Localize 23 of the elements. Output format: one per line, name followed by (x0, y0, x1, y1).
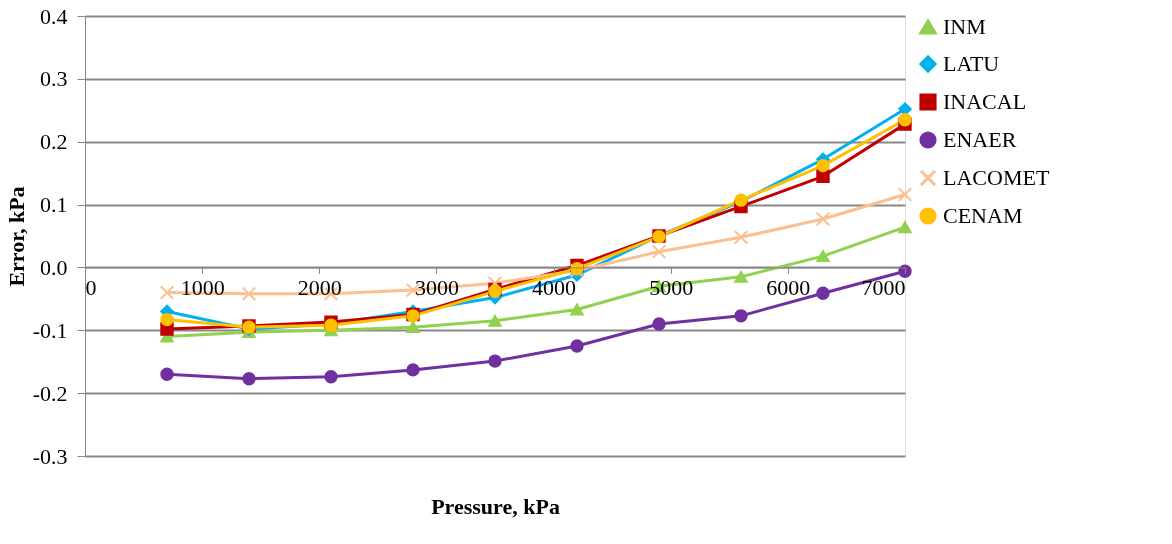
legend-label: LACOMET (943, 165, 1050, 190)
x-tick-label: 2000 (297, 274, 342, 300)
y-axis-title: Error, kPa (3, 186, 29, 287)
x-tick-label: 3000 (414, 274, 459, 300)
y-tick-label: 0.2 (40, 129, 68, 155)
legend-label: INACAL (943, 89, 1027, 114)
x-tick-label: 0 (85, 274, 97, 300)
x-tick-label: 6000 (766, 274, 811, 300)
y-tick-label: 0.4 (40, 3, 68, 29)
legend-label: CENAM (943, 203, 1023, 228)
legend-label: ENAER (943, 127, 1017, 152)
x-tick-label: 1000 (180, 274, 225, 300)
y-tick-label: 0.1 (40, 192, 68, 218)
x-tick-label: 4000 (532, 274, 577, 300)
y-tick-label: 0.0 (40, 254, 68, 280)
legend-label: INM (943, 14, 986, 39)
y-tick-label: -0.3 (32, 443, 68, 469)
y-tick-label: 0.3 (40, 66, 68, 92)
y-tick-label: -0.2 (32, 380, 68, 406)
x-tick-label: 7000 (861, 274, 906, 300)
x-axis-title: Pressure, kPa (431, 493, 560, 519)
legend-label: LATU (943, 51, 1000, 76)
y-tick-label: -0.1 (32, 317, 68, 343)
